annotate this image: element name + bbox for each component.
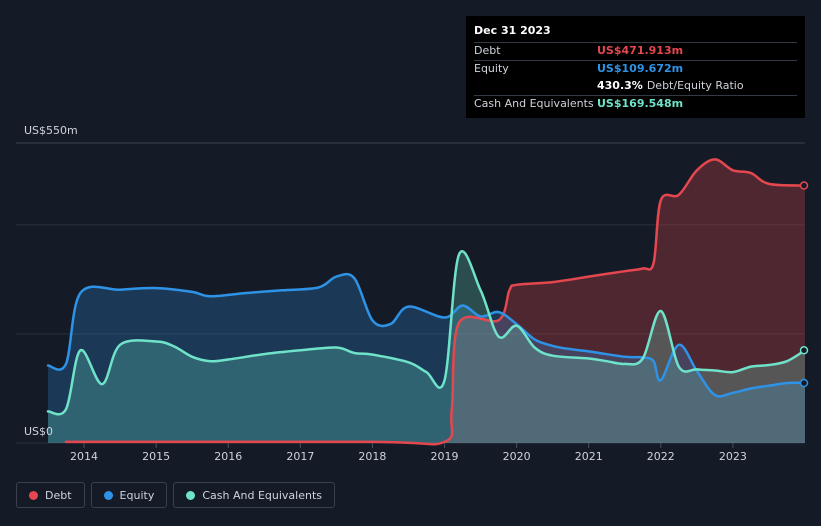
tooltip-label	[474, 78, 597, 95]
chart-legend: Debt Equity Cash And Equivalents	[16, 482, 335, 508]
debt-dot-icon	[29, 490, 38, 500]
tooltip-row-equity: Equity US$109.672m	[474, 60, 797, 78]
equity-endpoint-marker	[799, 378, 809, 388]
tooltip-ratio-label: Debt/Equity Ratio	[646, 79, 744, 92]
tooltip-label: Equity	[474, 62, 509, 75]
x-axis-tick-label: 2023	[719, 450, 747, 463]
legend-item-debt[interactable]: Debt	[16, 482, 85, 508]
debt-endpoint-marker	[799, 181, 809, 190]
x-axis-tick-label: 2016	[214, 450, 242, 463]
tooltip-ratio-value: 430.3%	[597, 79, 643, 92]
x-axis-ticks: 2014 2015 2016 2017 2018 2019 2020 2021 2022 2023	[70, 443, 747, 463]
tooltip-date: Dec 31 2023	[474, 24, 551, 37]
legend-item-cash[interactable]: Cash And Equivalents	[173, 482, 335, 508]
tooltip-debt-value: US$471.913m	[597, 44, 684, 57]
series-areas	[48, 159, 805, 445]
legend-label: Equity	[119, 488, 155, 502]
debt-line	[64, 158, 807, 446]
x-axis-tick-label: 2021	[575, 450, 603, 463]
tooltip-row-debt: Debt US$471.913m	[474, 42, 797, 60]
x-axis-tick-label: 2017	[286, 450, 314, 463]
x-axis-tick-label: 2018	[358, 450, 386, 463]
cash-dot-icon	[186, 490, 196, 500]
data-tooltip: Dec 31 2023 Debt US$471.913m Equity US$1…	[466, 16, 805, 118]
legend-label: Debt	[45, 488, 72, 502]
tooltip-label: Cash And Equivalents	[474, 97, 594, 110]
y-axis-bottom-label: US$0	[24, 425, 53, 438]
x-axis-tick-label: 2020	[503, 450, 531, 463]
tooltip-row-ratio: 430.3% Debt/Equity Ratio	[474, 78, 797, 95]
x-axis-tick-label: 2014	[70, 450, 98, 463]
equity-area	[48, 274, 805, 443]
x-axis-tick-label: 2019	[431, 450, 459, 463]
tooltip-equity-value: US$109.672m	[597, 62, 684, 75]
tooltip-row-cash: Cash And Equivalents US$169.548m	[474, 95, 797, 113]
x-axis-tick-label: 2022	[647, 450, 675, 463]
y-axis-top-label: US$550m	[24, 124, 78, 137]
legend-label: Cash And Equivalents	[202, 488, 322, 502]
equity-dot-icon	[103, 490, 113, 500]
cash-line	[46, 250, 807, 416]
cash-area	[48, 251, 805, 443]
cash-endpoint-marker	[799, 346, 809, 355]
tooltip-cash-value: US$169.548m	[597, 97, 684, 110]
debt-area	[66, 159, 805, 445]
legend-item-equity[interactable]: Equity	[90, 482, 168, 508]
series-lines	[46, 158, 809, 446]
tooltip-label: Debt	[474, 44, 501, 57]
x-axis-tick-label: 2015	[142, 450, 170, 463]
